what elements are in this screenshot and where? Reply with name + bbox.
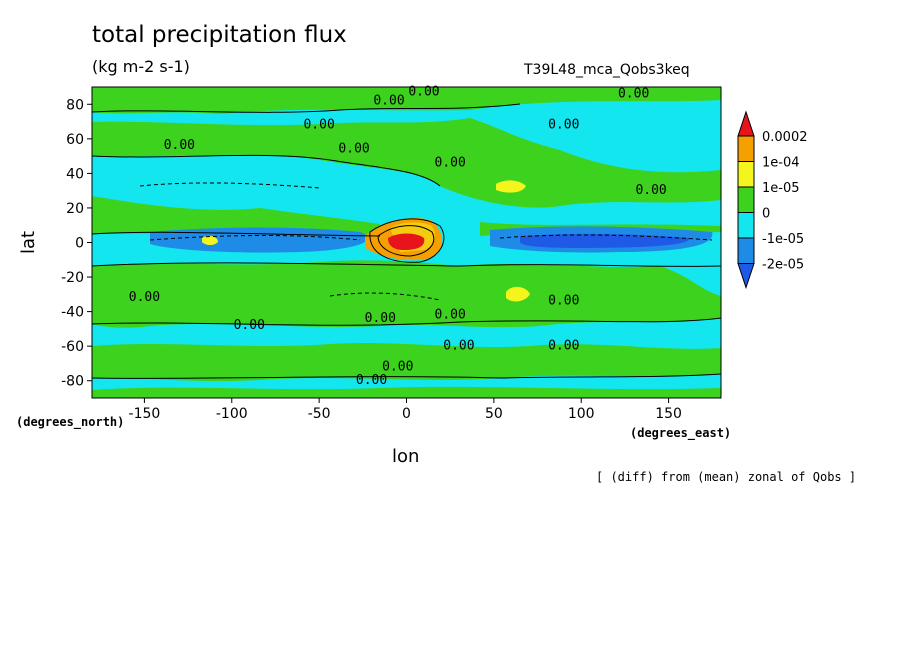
- contour-label: 0.00: [303, 117, 334, 132]
- green-band-far-south: [92, 343, 721, 382]
- green-band-north: [92, 87, 721, 114]
- red-core: [388, 233, 425, 250]
- contour-label: 0.00: [443, 339, 474, 354]
- green-band-north-2: [92, 118, 721, 208]
- x-axis-units: (degrees_east): [630, 426, 732, 440]
- yellow-patch-west: [202, 235, 218, 245]
- x-tick-label: 50: [485, 406, 503, 422]
- colorbar-bottom-arrow: [737, 263, 755, 290]
- green-band-pole-south: [92, 386, 721, 398]
- colorbar-top-arrow: [737, 110, 755, 137]
- contour-label: 0.00: [548, 117, 579, 132]
- contour-label: 0.00: [365, 311, 396, 326]
- yellow-patch-north: [496, 180, 526, 193]
- colorbar-segment: [737, 237, 755, 264]
- contour-label: 0.00: [435, 155, 466, 170]
- y-tick-label: 80: [66, 97, 84, 113]
- colorbar-segment: [737, 212, 755, 239]
- contour-label: 0.00: [548, 294, 579, 309]
- colorbar-label: 0.0002: [762, 130, 808, 145]
- colorbar-label: 0: [762, 207, 770, 222]
- chart-units: (kg m-2 s-1): [92, 57, 190, 76]
- x-tick-label: -150: [129, 406, 161, 422]
- darkblue-equator-east: [520, 233, 690, 248]
- y-axis-units: (degrees_north): [16, 415, 125, 429]
- contour-field: [92, 87, 721, 398]
- chart-title: total precipitation flux: [92, 22, 347, 48]
- x-axis-label: lon: [392, 446, 420, 467]
- contour-label: 0.00: [618, 86, 649, 101]
- y-tick-label: 20: [66, 201, 84, 217]
- y-tick-label: -40: [61, 305, 84, 321]
- colorbar-label: 1e-04: [762, 156, 800, 171]
- contour-label: 0.00: [635, 183, 666, 198]
- run-label: T39L48_mca_Qobs3keq: [524, 62, 690, 78]
- dashed-contours: [139, 182, 713, 301]
- contour-label: 0.00: [382, 359, 413, 374]
- y-tick-label: -20: [61, 270, 84, 286]
- contour-label: 0.00: [435, 308, 466, 323]
- contour-label: 0.00: [234, 318, 265, 333]
- contour-label: 0.00: [408, 85, 439, 100]
- y-axis-ticks: 80 60 40 20 0 -20 -40 -60 -80: [61, 97, 92, 390]
- colorbar-segment: [737, 135, 755, 162]
- colorbar: 0.0002 1e-04 1e-05 0 -1e-05 -2e-05: [737, 110, 808, 290]
- contour-label: 0.00: [356, 373, 387, 388]
- contour-lines: [92, 103, 721, 379]
- y-axis-label: lat: [18, 230, 39, 254]
- y-tick-label: -60: [61, 339, 84, 355]
- diff-note: [ (diff) from (mean) zonal of Qobs ]: [596, 470, 857, 484]
- green-band-south: [92, 260, 721, 328]
- colorbar-label: -2e-05: [762, 258, 804, 273]
- yellow-patch-south: [506, 286, 530, 302]
- contour-label: 0.00: [338, 142, 369, 157]
- y-tick-label: 0: [75, 236, 84, 252]
- colorbar-label: -1e-05: [762, 232, 804, 247]
- contour-labels: 0.000.00 0.000.00 0.000.00 0.000.000.000.00…: [129, 85, 667, 389]
- colorbar-segment: [737, 186, 755, 213]
- y-tick-label: 60: [66, 132, 84, 148]
- x-tick-label: -50: [308, 406, 331, 422]
- contour-label: 0.00: [548, 339, 579, 354]
- x-axis-ticks: -150 -100 -50 0 50 100 150: [129, 398, 682, 422]
- green-band-mid: [92, 196, 380, 236]
- y-tick-label: 40: [66, 166, 84, 182]
- colorbar-label: 1e-05: [762, 181, 800, 196]
- x-tick-label: -100: [216, 406, 248, 422]
- contour-label: 0.00: [373, 93, 404, 108]
- contour-label: 0.00: [164, 138, 195, 153]
- blue-equator-west: [150, 227, 368, 253]
- x-tick-label: 0: [402, 406, 411, 422]
- x-tick-label: 150: [655, 406, 682, 422]
- y-tick-label: -80: [61, 374, 84, 390]
- colorbar-segment: [737, 161, 755, 188]
- x-tick-label: 100: [568, 406, 595, 422]
- contour-label: 0.00: [129, 290, 160, 305]
